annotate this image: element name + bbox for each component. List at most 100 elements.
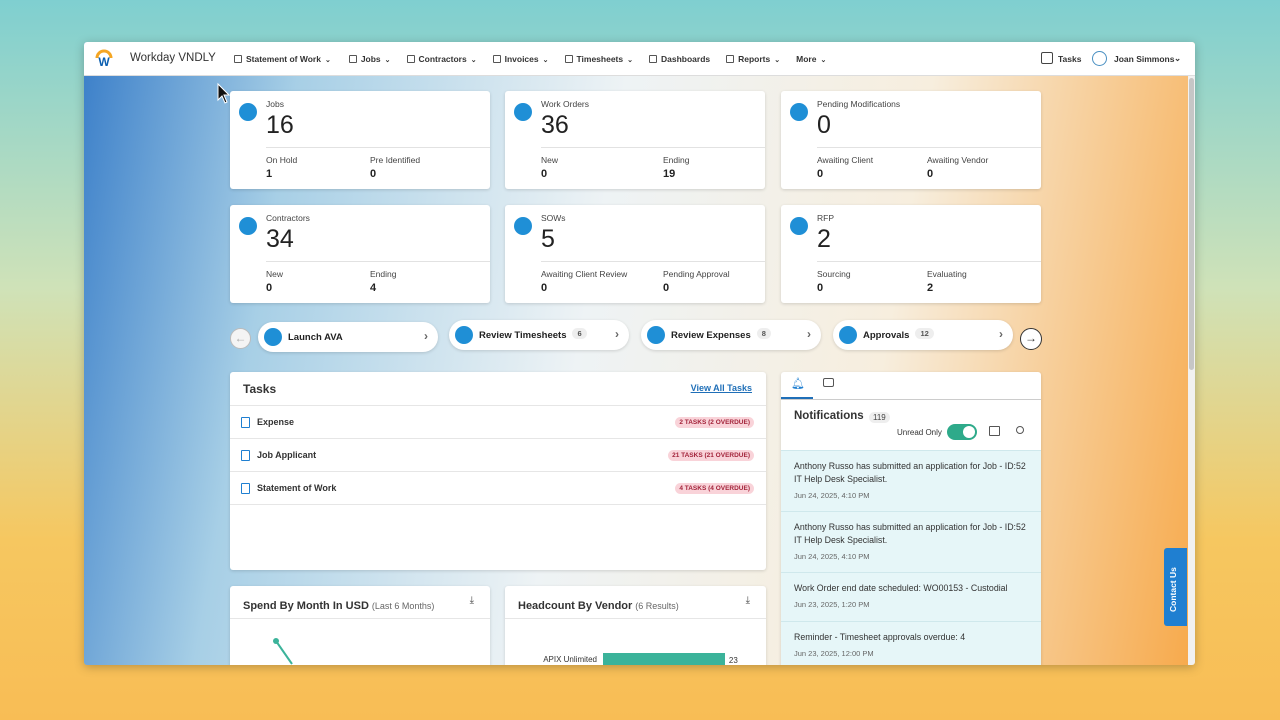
notification[interactable]: Anthony Russo has submitted an applicati… xyxy=(781,511,1041,572)
sub-value: 0 xyxy=(370,168,377,180)
notification[interactable]: Anthony Russo has submitted an applicati… xyxy=(781,450,1041,511)
task-row[interactable]: Job Applicant 21 TASKS (21 OVERDUE) xyxy=(230,438,766,471)
notification[interactable]: Work Order end date scheduled: WO00153 -… xyxy=(781,572,1041,621)
next-button[interactable]: → xyxy=(1020,328,1042,350)
tab-chat[interactable] xyxy=(823,378,834,387)
card-value: 36 xyxy=(541,111,569,139)
stat-card[interactable]: SOWs 5 Awaiting Client Review 0 Pending Appr… xyxy=(505,205,765,303)
tasks-panel: Tasks View All Tasks Expense 2 TASKS (2 OVE… xyxy=(230,372,766,570)
task-icon xyxy=(241,450,250,461)
headcount-panel: Headcount By Vendor (6 Results) ⤓ APIX Unli… xyxy=(505,586,766,665)
spend-title: Spend By Month In USD xyxy=(243,600,369,612)
download-icon[interactable]: ⤓ xyxy=(469,595,474,606)
search-icon[interactable] xyxy=(1016,426,1024,434)
spend-panel: Spend By Month In USD (Last 6 Months) ⤓ xyxy=(230,586,490,665)
spend-subtitle: (Last 6 Months) xyxy=(371,601,435,611)
cursor xyxy=(217,82,230,104)
bar-value: 23 xyxy=(728,656,738,665)
task-row[interactable]: Expense 2 TASKS (2 OVERDUE) xyxy=(230,405,766,438)
notification[interactable]: Reminder - Timesheet approvals overdue: … xyxy=(781,621,1041,665)
nav-icon xyxy=(492,55,501,63)
divider xyxy=(230,618,490,619)
divider xyxy=(541,261,765,262)
card-title: SOWs xyxy=(541,213,566,223)
sub-label: Ending xyxy=(370,269,397,279)
chevron: › xyxy=(424,329,428,343)
task-label: Statement of Work xyxy=(257,483,337,493)
action-icon xyxy=(647,326,665,344)
download-icon[interactable]: ⤓ xyxy=(745,595,750,606)
card-icon xyxy=(514,103,532,121)
bar-label: APIX Unlimited xyxy=(543,655,597,664)
notif-time: Jun 23, 2025, 12:00 PM xyxy=(794,649,874,658)
task-row[interactable]: Statement of Work 4 TASKS (4 OVERDUE) xyxy=(230,471,766,504)
quick-action[interactable]: Approvals 12 › xyxy=(833,320,1013,350)
card-title: Pending Modifications xyxy=(817,99,901,109)
notif-time: Jun 24, 2025, 4:10 PM xyxy=(794,491,870,500)
task-label: Job Applicant xyxy=(257,450,317,460)
divider xyxy=(266,147,490,148)
quick-action[interactable]: Launch AVA › xyxy=(258,322,438,352)
toggle[interactable] xyxy=(947,424,977,440)
action-label: Launch AVA xyxy=(288,332,343,343)
action-icon xyxy=(839,326,857,344)
contact-tab[interactable]: Contact Us xyxy=(1164,548,1187,626)
quick-action[interactable]: Review Timesheets 6 › xyxy=(449,320,629,350)
notif-text: Work Order end date scheduled: WO00153 -… xyxy=(794,583,1008,593)
tasks-link[interactable]: View All Tasks xyxy=(690,383,752,393)
task-badge: 21 TASKS (21 OVERDUE) xyxy=(668,450,754,461)
nav-icon xyxy=(726,55,735,63)
action-label: Approvals xyxy=(863,330,910,341)
nav-icon xyxy=(406,55,415,63)
nav-label: Dashboards xyxy=(661,54,711,64)
notif-text: Anthony Russo has submitted an applicati… xyxy=(794,522,1026,545)
nav-item[interactable]: Statement of Work ⌄ xyxy=(234,54,331,64)
chevron: ⌄ xyxy=(774,57,781,64)
scrollbar xyxy=(1188,76,1195,665)
toggle-knob xyxy=(963,426,975,438)
card-value: 5 xyxy=(541,225,555,253)
nav-item[interactable]: Dashboards xyxy=(649,54,710,64)
nav-item[interactable]: Jobs ⌄ xyxy=(348,54,391,64)
nav-item[interactable]: Reports ⌄ xyxy=(726,54,780,64)
spend-heading: Spend By Month In USD (Last 6 Months) xyxy=(243,596,434,614)
headcount-subtitle: (6 Results) xyxy=(635,601,679,611)
nav-icon xyxy=(348,55,357,63)
task-label: Expense xyxy=(257,417,295,427)
nav-label: More xyxy=(796,54,817,64)
action-icon xyxy=(455,326,473,344)
tab-line xyxy=(781,399,1041,400)
nav-label: Invoices xyxy=(504,54,539,64)
divider xyxy=(817,147,1041,148)
nav-item[interactable]: Timesheets ⌄ xyxy=(564,54,633,64)
nav-item[interactable]: Contractors ⌄ xyxy=(406,54,477,64)
stat-card[interactable]: Jobs 16 On Hold 1 Pre Identified 0 xyxy=(230,91,490,189)
nav-item[interactable]: More ⌄ xyxy=(796,54,826,64)
scroll-thumb[interactable] xyxy=(1189,78,1194,370)
sub-value: 0 xyxy=(541,282,548,294)
quick-action[interactable]: Review Expenses 8 › xyxy=(641,320,821,350)
tasks-title: Tasks xyxy=(243,382,277,396)
action-count: 6 xyxy=(572,328,587,339)
task-icon xyxy=(241,417,250,428)
nav-tasks[interactable]: Tasks xyxy=(1058,54,1082,64)
svg-text:W: W xyxy=(98,55,110,69)
nav-label: Contractors xyxy=(418,54,467,64)
browser-window: W Workday VNDLY Statement of Work ⌄ Jobs ⌄ C… xyxy=(84,42,1195,665)
task-badge: 2 TASKS (2 OVERDUE) xyxy=(675,417,754,428)
sub-label: On Hold xyxy=(266,155,298,165)
tab-bell[interactable]: 🔔︎ xyxy=(791,378,805,390)
notifications-panel: 🔔︎ Notifications 119 Unread Only Anthony Rus… xyxy=(781,372,1041,665)
stat-card[interactable]: Pending Modifications 0 Awaiting Client 0 Aw… xyxy=(781,91,1041,189)
card-title: Work Orders xyxy=(541,99,590,109)
stat-card[interactable]: Work Orders 36 New 0 Ending 19 xyxy=(505,91,765,189)
nav-user[interactable]: Joan Simmons xyxy=(1114,54,1175,64)
stat-card[interactable]: Contractors 34 New 0 Ending 4 xyxy=(230,205,490,303)
contact-label: Contact Us xyxy=(1168,567,1178,612)
nav-label: Timesheets xyxy=(576,54,624,64)
stat-card[interactable]: RFP 2 Sourcing 0 Evaluating 2 xyxy=(781,205,1041,303)
nav-item[interactable]: Invoices ⌄ xyxy=(492,54,549,64)
action-icon xyxy=(264,328,282,346)
inbox-icon[interactable] xyxy=(989,426,1000,436)
prev-button[interactable]: ← xyxy=(230,328,251,349)
